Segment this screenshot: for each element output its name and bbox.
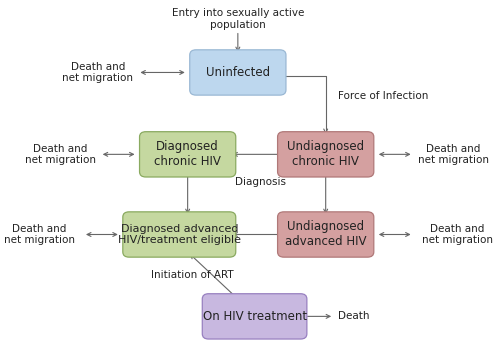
Text: Diagnosis: Diagnosis [236, 177, 286, 187]
Text: Death and
net migration: Death and net migration [24, 144, 96, 165]
Text: Force of Infection: Force of Infection [338, 91, 428, 101]
Text: Uninfected: Uninfected [206, 66, 270, 79]
FancyBboxPatch shape [123, 212, 236, 257]
Text: Undiagnosed
chronic HIV: Undiagnosed chronic HIV [287, 140, 364, 169]
Text: Death and
net migration: Death and net migration [4, 224, 74, 245]
Text: Undiagnosed
advanced HIV: Undiagnosed advanced HIV [285, 221, 366, 249]
Text: Death and
net migration: Death and net migration [62, 62, 134, 83]
FancyBboxPatch shape [202, 294, 307, 339]
Text: Diagnosed
chronic HIV: Diagnosed chronic HIV [154, 140, 221, 169]
FancyBboxPatch shape [190, 50, 286, 95]
FancyBboxPatch shape [278, 212, 374, 257]
FancyBboxPatch shape [278, 132, 374, 177]
Text: Death: Death [338, 312, 370, 321]
FancyBboxPatch shape [140, 132, 236, 177]
Text: On HIV treatment: On HIV treatment [202, 310, 306, 323]
Text: Death and
net migration: Death and net migration [422, 224, 493, 245]
Text: Initiation of ART: Initiation of ART [151, 270, 234, 280]
Text: Death and
net migration: Death and net migration [418, 144, 488, 165]
Text: Entry into sexually active
population: Entry into sexually active population [172, 8, 304, 30]
Text: Diagnosed advanced
HIV/treatment eligible: Diagnosed advanced HIV/treatment eligibl… [118, 224, 241, 245]
